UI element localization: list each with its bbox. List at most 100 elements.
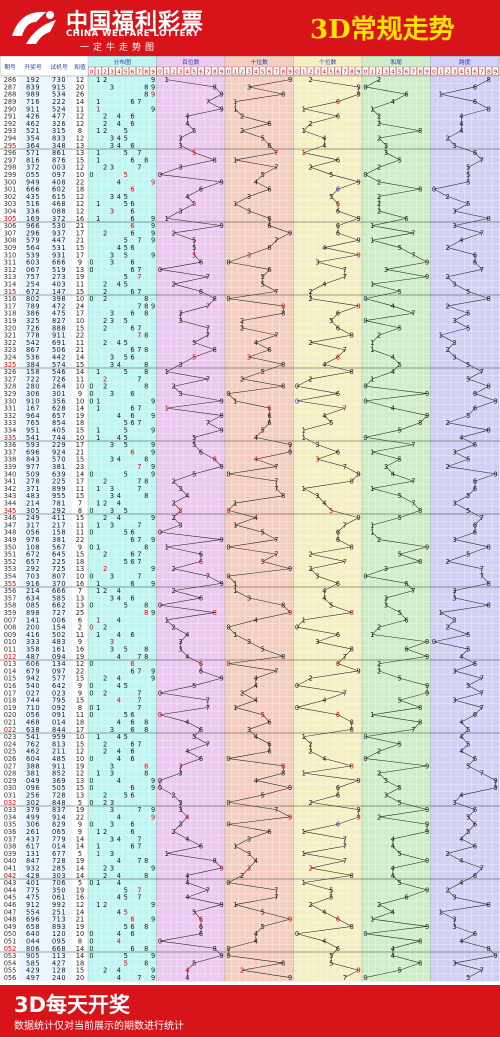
trend-point: 0 bbox=[363, 755, 367, 763]
period-cell: 054 bbox=[4, 959, 17, 967]
digit-header: 8 bbox=[281, 70, 285, 76]
trend-point: 0 bbox=[363, 383, 367, 391]
period-cell: 023 bbox=[4, 733, 17, 741]
trend-point: 1 bbox=[302, 127, 306, 135]
test-cell: 713 bbox=[52, 916, 66, 924]
test-cell: 657 bbox=[52, 412, 66, 420]
distribution-mark: 8 bbox=[144, 346, 148, 354]
trend-point: 4 bbox=[391, 368, 395, 376]
trend-point: 7 bbox=[274, 288, 278, 296]
digit-header: 2 bbox=[446, 70, 450, 76]
distribution-mark: 8 bbox=[144, 492, 148, 500]
test-cell: 924 bbox=[52, 448, 66, 456]
sum-cell: 10 bbox=[76, 171, 84, 179]
distribution-mark: 6 bbox=[130, 142, 134, 150]
trend-point: 9 bbox=[356, 91, 360, 99]
trend-point: 1 bbox=[370, 711, 374, 719]
trend-point: 1 bbox=[302, 879, 306, 887]
distribution-mark: 1 bbox=[96, 105, 100, 113]
distribution-mark: 2 bbox=[103, 280, 107, 288]
test-cell: 472 bbox=[52, 302, 66, 310]
draw-cell: 867 bbox=[26, 346, 40, 354]
trend-point: 6 bbox=[336, 113, 340, 121]
test-cell: 744 bbox=[52, 434, 66, 442]
trend-point: 2 bbox=[377, 536, 381, 544]
digit-header-cell bbox=[88, 66, 95, 76]
distribution-mark: 8 bbox=[144, 83, 148, 91]
test-cell: 372 bbox=[52, 215, 66, 223]
sum-cell: 9 bbox=[78, 828, 82, 836]
trend-point: 5 bbox=[192, 149, 196, 157]
trend-point: 3 bbox=[178, 207, 182, 215]
distribution-mark: 0 bbox=[89, 821, 93, 829]
distribution-mark: 8 bbox=[144, 762, 148, 770]
column-header: 和值 bbox=[74, 63, 86, 71]
period-cell: 313 bbox=[4, 273, 17, 281]
draw-cell: 364 bbox=[26, 142, 40, 150]
draw-cell: 905 bbox=[26, 952, 40, 960]
period-cell: 052 bbox=[4, 945, 17, 953]
sum-cell: 21 bbox=[76, 448, 84, 456]
trend-point: 6 bbox=[473, 843, 477, 851]
sum-cell: 26 bbox=[76, 91, 84, 99]
period-cell: 290 bbox=[4, 105, 17, 113]
trend-point: 3 bbox=[452, 142, 456, 150]
sum-cell: 15 bbox=[76, 514, 84, 522]
digit-header-cell bbox=[451, 66, 458, 76]
distribution-mark: 4 bbox=[117, 682, 121, 690]
distribution-mark: 6 bbox=[130, 945, 134, 953]
digit-header: 0 bbox=[90, 70, 94, 76]
distribution-mark: 2 bbox=[103, 565, 107, 573]
trend-point: 6 bbox=[336, 631, 340, 639]
distribution-mark: 4 bbox=[117, 120, 121, 128]
trend-point: 2 bbox=[240, 375, 244, 383]
sum-cell: 22 bbox=[76, 178, 84, 186]
period-cell: 308 bbox=[4, 237, 17, 245]
test-cell: 097 bbox=[52, 667, 66, 675]
period-cell: 286 bbox=[4, 76, 17, 84]
trend-point: 8 bbox=[350, 543, 354, 551]
trend-point: 8 bbox=[350, 762, 354, 770]
period-cell: 330 bbox=[4, 397, 17, 405]
trend-point: 1 bbox=[302, 850, 306, 858]
distribution-mark: 5 bbox=[124, 470, 128, 478]
period-cell: 322 bbox=[4, 339, 17, 347]
trend-point: 5 bbox=[466, 631, 470, 639]
distribution-mark: 4 bbox=[117, 631, 121, 639]
trend-point: 1 bbox=[370, 237, 374, 245]
test-cell: 813 bbox=[52, 740, 66, 748]
distribution-mark: 7 bbox=[137, 463, 141, 471]
distribution-mark: 5 bbox=[124, 149, 128, 157]
distribution-mark: 7 bbox=[137, 324, 141, 332]
distribution-mark: 7 bbox=[137, 288, 141, 296]
trend-point: 4 bbox=[185, 974, 189, 982]
test-cell: 405 bbox=[52, 426, 66, 434]
distribution-mark: 4 bbox=[117, 339, 121, 347]
period-cell: 039 bbox=[4, 850, 17, 858]
trend-point: 3 bbox=[315, 456, 319, 464]
trend-point: 9 bbox=[288, 229, 292, 237]
distribution-mark: 3 bbox=[110, 572, 114, 580]
period-cell: 015 bbox=[4, 675, 17, 683]
sum-cell: 16 bbox=[76, 645, 84, 653]
sum-cell: 12 bbox=[76, 200, 84, 208]
distribution-mark: 1 bbox=[96, 127, 100, 135]
digit-header-cell bbox=[396, 66, 403, 76]
trend-point: 6 bbox=[336, 324, 340, 332]
trend-point: 3 bbox=[452, 353, 456, 361]
digit-header: 0 bbox=[432, 70, 436, 76]
test-cell: 315 bbox=[52, 127, 66, 135]
digit-header-cell bbox=[101, 66, 109, 76]
digit-header: 7 bbox=[343, 70, 347, 76]
distribution-mark: 7 bbox=[137, 405, 141, 413]
distribution-mark: 6 bbox=[130, 310, 134, 318]
trend-point: 4 bbox=[185, 748, 189, 756]
sum-cell: 19 bbox=[76, 923, 84, 931]
test-cell: 350 bbox=[52, 886, 66, 894]
draw-cell: 744 bbox=[26, 697, 40, 705]
draw-cell: 292 bbox=[26, 565, 40, 573]
trend-point: 9 bbox=[425, 638, 429, 646]
trend-point: 4 bbox=[459, 748, 463, 756]
distribution-mark: 0 bbox=[89, 171, 93, 179]
digit-header-cell bbox=[464, 66, 472, 76]
